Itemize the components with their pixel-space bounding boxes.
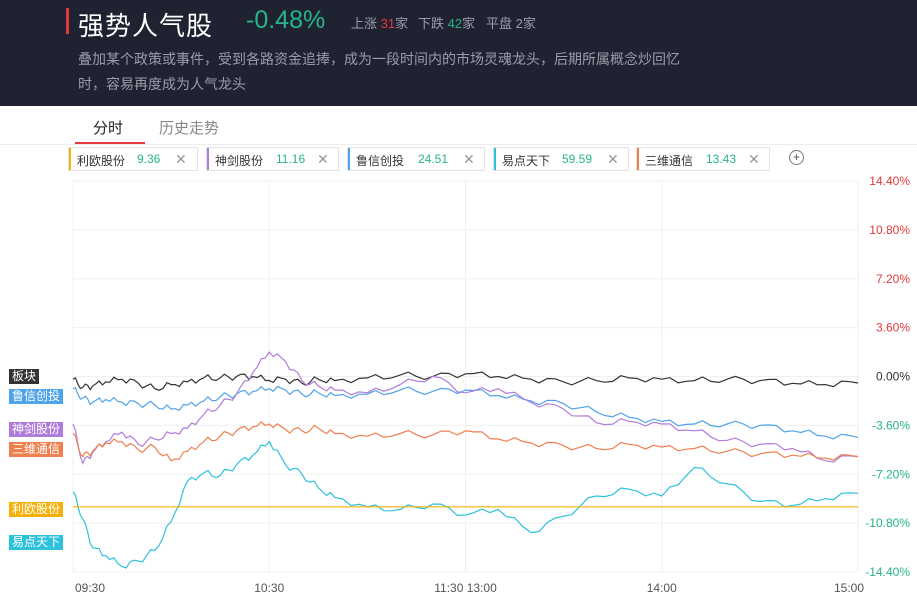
stock-chip-sanwei[interactable]: 三维通信 13.43 ✕ <box>636 147 770 171</box>
x-tick-label: 10:30 <box>254 581 284 595</box>
series-label-luxin: 鲁信创投 <box>9 389 64 404</box>
chip-name: 鲁信创投 <box>356 154 405 168</box>
active-tab-indicator <box>75 142 145 144</box>
y-tick-label: -10.80% <box>865 516 910 530</box>
y-tick-label: -7.20% <box>872 467 910 481</box>
chip-value: 11.16 <box>276 152 306 166</box>
y-tick-label: 14.40% <box>869 174 910 188</box>
chip-name: 神剑股份 <box>215 154 264 168</box>
header: 强势人气股 -0.48% 上涨 31家 下跌 42家 平盘 2家 叠加某个政策或… <box>0 0 917 106</box>
flat-label: 平盘 <box>486 16 513 31</box>
chip-color-bar <box>637 148 639 170</box>
chip-value: 13.43 <box>706 152 737 166</box>
y-tick-label: 0.00% <box>876 370 910 384</box>
close-icon[interactable]: ✕ <box>175 151 187 167</box>
chip-name: 利欧股份 <box>77 154 126 168</box>
page-title: 强势人气股 <box>78 11 214 41</box>
series-line <box>72 351 859 466</box>
series-line <box>72 385 859 440</box>
sector-description: 叠加某个政策或事件，受到各路资金追捧，成为一段时间内的市场灵魂龙头，后期所属概念… <box>78 51 680 92</box>
x-tick-label: 09:30 <box>75 581 105 595</box>
up-unit: 家 <box>395 16 409 31</box>
x-tick-label: 15:00 <box>834 581 864 595</box>
title-accent-bar <box>66 8 69 34</box>
y-tick-label: 3.60% <box>876 321 910 335</box>
chip-value: 24.51 <box>418 152 449 166</box>
chip-color-bar <box>348 148 350 170</box>
flat-count: 2 <box>515 16 523 31</box>
y-tick-label: -14.40% <box>865 565 910 579</box>
chip-name: 易点天下 <box>502 154 551 168</box>
close-icon[interactable]: ✕ <box>317 151 329 167</box>
series-line <box>72 440 859 569</box>
chip-value: 9.36 <box>137 152 161 166</box>
stock-chip-shenjian[interactable]: 神剑股份 11.16 ✕ <box>206 147 339 171</box>
down-unit: 家 <box>462 16 476 31</box>
close-icon[interactable]: ✕ <box>607 151 619 167</box>
series-label-board: 板块 <box>9 369 40 384</box>
flat-stat: 平盘 2家 <box>486 13 536 32</box>
series-label-sanwei: 三维通信 <box>9 442 64 457</box>
chip-name: 三维通信 <box>645 154 694 168</box>
chip-value: 59.59 <box>562 152 593 166</box>
series-label-liou: 利欧股份 <box>9 502 64 517</box>
down-count: 42 <box>447 16 463 31</box>
chip-color-bar <box>207 148 209 170</box>
up-count: 31 <box>380 16 396 31</box>
up-label: 上涨 <box>351 16 378 31</box>
sector-change: -0.48% <box>246 6 326 34</box>
y-tick-label: 7.20% <box>876 272 910 286</box>
up-stat: 上涨 31家 <box>351 13 408 32</box>
down-label: 下跌 <box>418 16 445 31</box>
series-line <box>72 421 859 462</box>
y-tick-label: 10.80% <box>869 223 910 237</box>
close-icon[interactable]: ✕ <box>748 151 760 167</box>
series-label-shenjian: 神剑股份 <box>9 422 64 437</box>
chip-color-bar <box>494 148 496 170</box>
flat-unit: 家 <box>522 16 536 31</box>
close-icon[interactable]: ✕ <box>463 151 475 167</box>
tab-intraday[interactable]: 分时 <box>93 120 124 137</box>
add-stock-icon[interactable]: + <box>789 150 804 165</box>
series-line <box>72 371 859 391</box>
down-stat: 下跌 42家 <box>418 13 475 32</box>
tab-divider <box>0 144 917 145</box>
y-tick-label: -3.60% <box>872 418 910 432</box>
stock-chip-yidian[interactable]: 易点天下 59.59 ✕ <box>493 147 629 171</box>
stock-chip-luxin[interactable]: 鲁信创投 24.51 ✕ <box>347 147 485 171</box>
tab-history[interactable]: 历史走势 <box>159 120 220 137</box>
x-tick-label: 11:30 13:00 <box>434 581 497 595</box>
chip-color-bar <box>69 148 71 170</box>
series-label-yidian: 易点天下 <box>9 535 64 550</box>
stock-chip-liou[interactable]: 利欧股份 9.36 ✕ <box>68 147 198 171</box>
x-tick-label: 14:00 <box>647 581 677 595</box>
